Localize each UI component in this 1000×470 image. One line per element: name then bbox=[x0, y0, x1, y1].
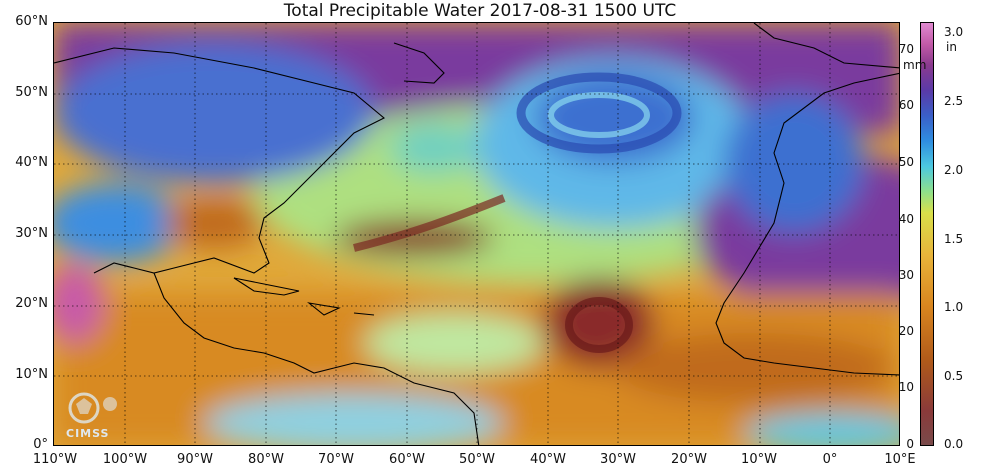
lat-label-10n: 10°N bbox=[15, 367, 48, 382]
lat-label-30n: 30°N bbox=[15, 226, 48, 241]
circulation-features bbox=[353, 72, 682, 353]
map-title: Total Precipitable Water 2017-08-31 1500… bbox=[283, 1, 677, 21]
lat-label-40n: 40°N bbox=[15, 155, 48, 170]
lat-label-50n: 50°N bbox=[15, 85, 48, 100]
lon-label-10w: 10°W bbox=[741, 452, 777, 467]
lon-label-10e: 10°E bbox=[884, 452, 916, 467]
colorbar bbox=[920, 22, 934, 446]
lon-label-90w: 90°W bbox=[177, 452, 213, 467]
in-tick-0-5: 0.5 bbox=[944, 369, 964, 383]
graticule bbox=[54, 23, 899, 445]
in-tick-2-0: 2.0 bbox=[944, 163, 964, 177]
lon-label-50w: 50°W bbox=[459, 452, 495, 467]
coastlines bbox=[54, 23, 899, 445]
lon-label-20w: 20°W bbox=[671, 452, 707, 467]
mm-tick-50: 50 bbox=[898, 155, 914, 169]
mm-tick-0: 0 bbox=[906, 437, 914, 451]
lon-label-100w: 100°W bbox=[102, 452, 148, 467]
mm-tick-60: 60 bbox=[898, 98, 914, 112]
mm-tick-40: 40 bbox=[898, 212, 914, 226]
mm-tick-70: 70 bbox=[898, 42, 914, 56]
map-canvas bbox=[54, 23, 899, 445]
lon-label-40w: 40°W bbox=[530, 452, 566, 467]
lon-label-0: 0° bbox=[822, 452, 838, 467]
lon-label-70w: 70°W bbox=[318, 452, 354, 467]
in-tick-3-0: 3.0 bbox=[944, 25, 964, 39]
mm-tick-30: 30 bbox=[898, 268, 914, 282]
lat-label-60n: 60°N bbox=[15, 14, 48, 29]
colorbar-mm-unit: mm bbox=[903, 58, 927, 72]
in-tick-2-5: 2.5 bbox=[944, 94, 964, 108]
precipitable-water-map bbox=[53, 22, 900, 446]
lon-label-80w: 80°W bbox=[248, 452, 284, 467]
cimss-logo bbox=[68, 392, 117, 424]
colorbar-in-unit: in bbox=[946, 40, 957, 54]
lat-label-0: 0° bbox=[33, 437, 48, 452]
mm-tick-20: 20 bbox=[898, 324, 914, 338]
mm-tick-10: 10 bbox=[898, 380, 914, 394]
in-tick-0-0: 0.0 bbox=[944, 437, 964, 451]
lat-label-20n: 20°N bbox=[15, 296, 48, 311]
lon-label-110w: 110°W bbox=[32, 452, 78, 467]
lon-label-30w: 30°W bbox=[600, 452, 636, 467]
lon-label-60w: 60°W bbox=[389, 452, 425, 467]
in-tick-1-5: 1.5 bbox=[944, 232, 964, 246]
in-tick-1-0: 1.0 bbox=[944, 300, 964, 314]
logo-text: CIMSS bbox=[66, 427, 110, 440]
